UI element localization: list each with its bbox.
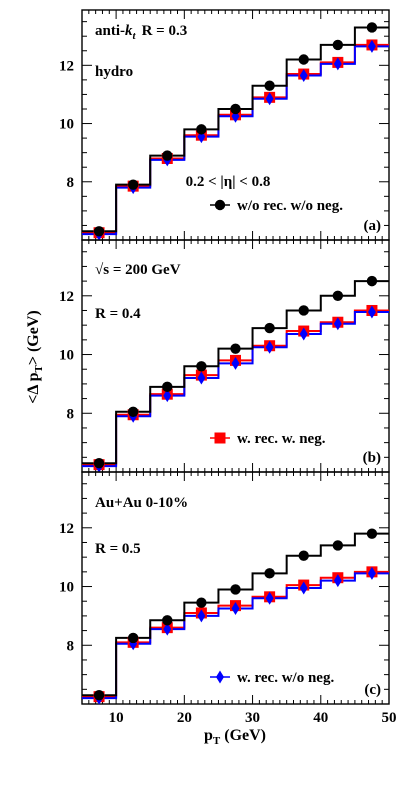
- data-point-blue: [231, 602, 240, 616]
- data-point-black: [162, 381, 173, 393]
- radius-label: R = 0.4: [95, 306, 141, 322]
- data-point-black: [332, 290, 344, 301]
- x-tick-label: 20: [177, 710, 192, 726]
- data-point-blue: [333, 317, 342, 331]
- data-point-black: [196, 597, 207, 608]
- data-point-black: [230, 584, 241, 595]
- y-tick-label: 10: [59, 580, 74, 596]
- data-point-black: [366, 22, 378, 33]
- legend-label: w. rec. w. neg.: [237, 431, 326, 447]
- model-label: hydro: [95, 64, 133, 80]
- data-point-black: [162, 615, 173, 626]
- y-tick-label: 12: [59, 289, 74, 305]
- y-tick-label: 8: [67, 175, 75, 191]
- data-point-black: [264, 322, 275, 334]
- panel-label: (c): [364, 682, 381, 698]
- series-line-red: [82, 309, 389, 466]
- x-tick-label: 10: [109, 710, 124, 726]
- y-axis-label: <Δ pT> (GeV): [25, 310, 45, 403]
- jet-algorithm-label: anti-kt R = 0.3: [95, 23, 187, 42]
- legend-label: w/o rec. w/o neg.: [237, 198, 343, 214]
- legend-label: w. rec. w/o neg.: [237, 670, 334, 686]
- data-point-blue: [265, 340, 274, 354]
- data-point-black: [264, 80, 275, 91]
- panel-label: (b): [363, 450, 381, 466]
- data-point-blue: [197, 609, 206, 623]
- collision-label: Au+Au 0-10%: [95, 495, 188, 511]
- data-point-black: [264, 568, 275, 579]
- data-point-blue: [265, 591, 274, 605]
- data-point-black: [332, 39, 344, 51]
- panel-label: (a): [364, 218, 382, 234]
- eta-range-label: 0.2 < |η| < 0.8: [186, 174, 271, 190]
- data-point-black: [93, 689, 105, 701]
- data-point-blue: [197, 371, 206, 385]
- data-point-blue: [163, 389, 172, 403]
- data-point-black: [298, 305, 309, 316]
- data-point-blue: [299, 69, 308, 83]
- x-tick-label: 50: [382, 710, 397, 726]
- data-point-blue: [265, 92, 274, 106]
- data-point-black: [298, 550, 309, 561]
- data-point-black: [162, 150, 173, 161]
- data-point-black: [127, 179, 139, 190]
- data-point-black: [196, 124, 207, 135]
- x-axis-label: pT (GeV): [204, 727, 266, 747]
- data-point-blue: [367, 566, 376, 580]
- energy-label: √s = 200 GeV: [95, 262, 181, 278]
- y-tick-label: 10: [59, 348, 74, 364]
- y-tick-label: 10: [59, 117, 74, 133]
- series-line-blue: [82, 310, 389, 468]
- x-tick-label: 40: [313, 710, 328, 726]
- data-point-black: [230, 103, 241, 115]
- data-point-black: [366, 528, 378, 539]
- data-point-blue: [367, 39, 376, 53]
- data-point-black: [230, 343, 241, 354]
- y-tick-label: 8: [67, 638, 75, 654]
- y-tick-label: 12: [59, 58, 74, 74]
- data-point-blue: [333, 57, 342, 71]
- data-point-blue: [333, 574, 342, 588]
- data-point-black: [93, 226, 105, 237]
- y-tick-label: 12: [59, 521, 74, 537]
- panel-frame: [81, 471, 390, 705]
- data-point-blue: [299, 327, 308, 341]
- data-point-blue: [299, 581, 308, 595]
- data-point-blue: [163, 622, 172, 636]
- data-point-black: [93, 457, 105, 469]
- data-point-blue: [367, 305, 376, 319]
- x-tick-label: 30: [245, 710, 260, 726]
- data-point-black: [332, 540, 344, 551]
- data-point-black: [127, 632, 139, 644]
- data-point-black: [196, 361, 207, 372]
- data-point-black: [366, 275, 378, 287]
- data-point-black: [127, 406, 139, 417]
- radius-label: R = 0.5: [95, 541, 141, 557]
- y-tick-label: 8: [67, 406, 75, 422]
- data-point-blue: [231, 356, 240, 370]
- data-point-black: [298, 54, 309, 65]
